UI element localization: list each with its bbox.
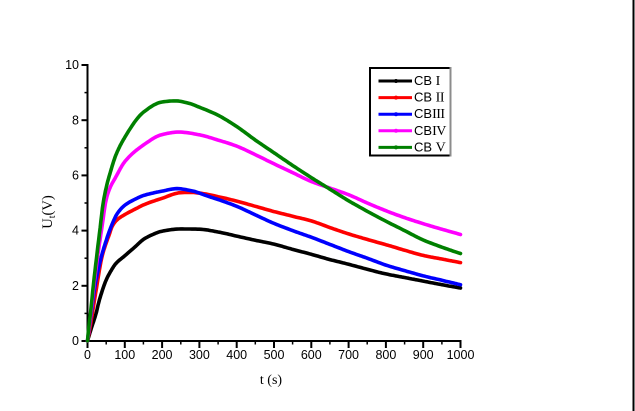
svg-text:10: 10 — [65, 58, 79, 72]
svg-text:4: 4 — [72, 224, 79, 238]
svg-text:Ut(V): Ut(V) — [40, 195, 58, 229]
svg-text:CB II: CB II — [414, 90, 445, 106]
svg-text:CB V: CB V — [414, 139, 446, 155]
svg-text:900: 900 — [413, 348, 434, 362]
svg-text:600: 600 — [301, 348, 322, 362]
svg-text:t (s): t (s) — [260, 373, 283, 388]
svg-text:700: 700 — [338, 348, 359, 362]
svg-text:0: 0 — [72, 334, 79, 348]
svg-text:CBIII: CBIII — [414, 106, 445, 122]
svg-text:300: 300 — [189, 348, 210, 362]
svg-text:1000: 1000 — [447, 348, 475, 362]
svg-text:100: 100 — [114, 348, 135, 362]
svg-text:200: 200 — [152, 348, 173, 362]
svg-text:0: 0 — [84, 348, 91, 362]
svg-text:8: 8 — [72, 113, 79, 127]
svg-text:6: 6 — [72, 169, 79, 183]
svg-text:CBIV: CBIV — [414, 123, 446, 139]
svg-text:400: 400 — [226, 348, 247, 362]
svg-text:500: 500 — [264, 348, 285, 362]
svg-text:CB I: CB I — [414, 73, 441, 89]
svg-text:2: 2 — [72, 279, 79, 293]
svg-text:800: 800 — [375, 348, 396, 362]
